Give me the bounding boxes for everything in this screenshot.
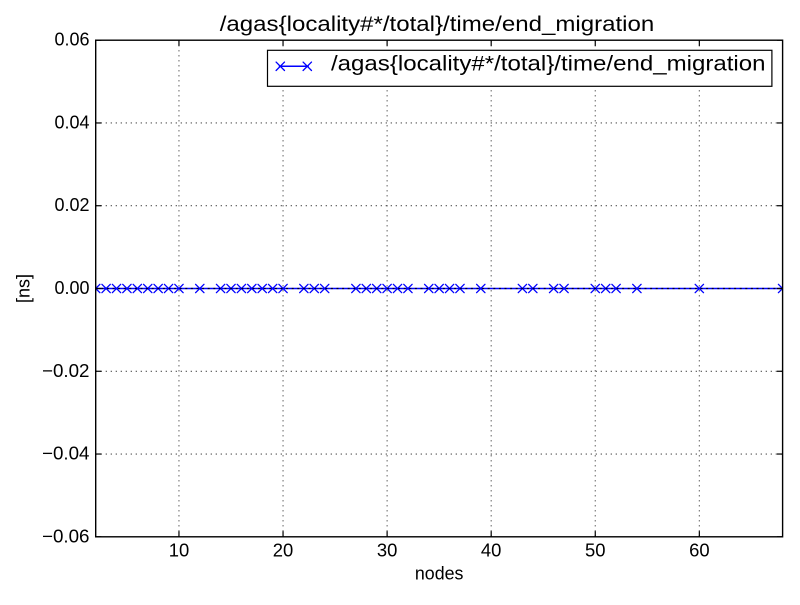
svg-text:nodes: nodes <box>415 564 464 584</box>
svg-text:40: 40 <box>481 541 502 561</box>
svg-text:60: 60 <box>689 541 710 561</box>
svg-text:−0.02: −0.02 <box>42 361 90 381</box>
svg-text:50: 50 <box>585 541 606 561</box>
svg-text:−0.06: −0.06 <box>42 526 90 546</box>
svg-text:[ns]: [ns] <box>14 274 34 303</box>
svg-text:0.00: 0.00 <box>55 278 90 298</box>
svg-text:0.02: 0.02 <box>55 195 90 215</box>
svg-text:0.06: 0.06 <box>55 30 90 50</box>
svg-text:10: 10 <box>169 541 190 561</box>
svg-text:30: 30 <box>377 541 398 561</box>
svg-text:0.04: 0.04 <box>55 112 90 132</box>
svg-text:20: 20 <box>273 541 294 561</box>
svg-text:/agas{locality#*/total}/time/e: /agas{locality#*/total}/time/end_migrati… <box>331 53 766 76</box>
svg-text:/agas{locality#*/total}/time/e: /agas{locality#*/total}/time/end_migrati… <box>220 13 655 36</box>
svg-text:−0.04: −0.04 <box>42 444 90 464</box>
